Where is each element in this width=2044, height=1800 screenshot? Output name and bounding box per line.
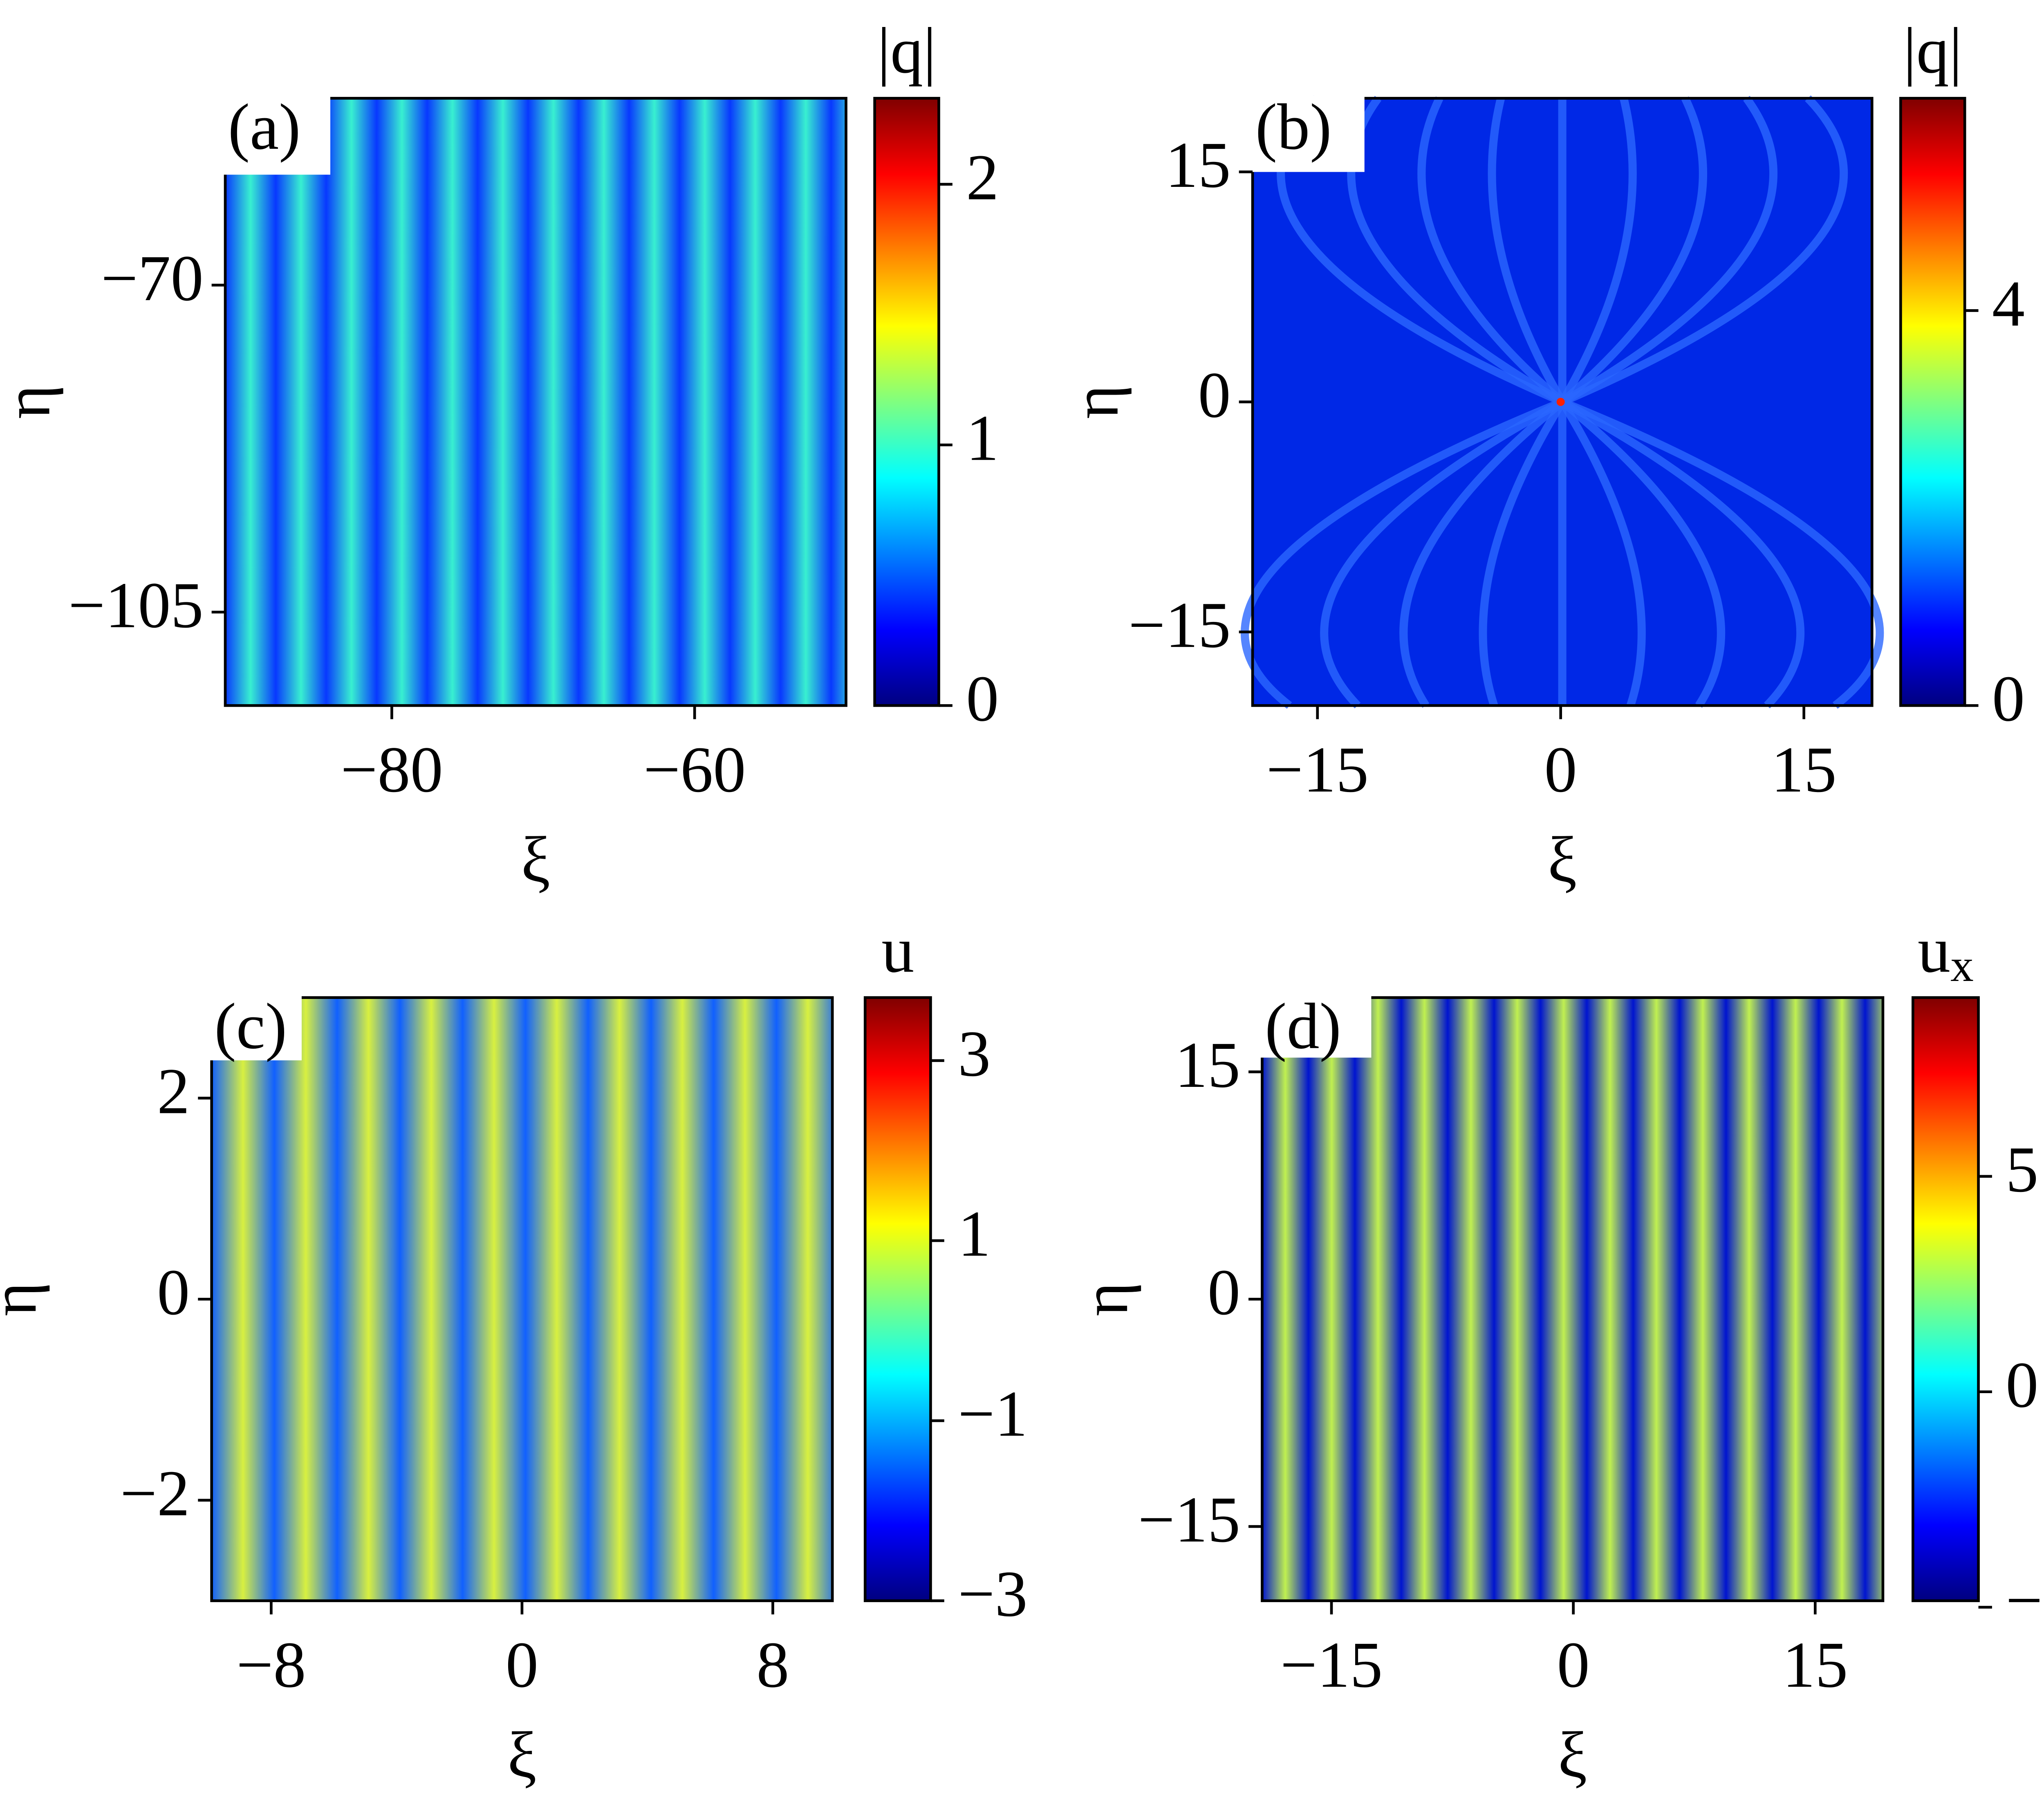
colorbar-tick-label: 2: [966, 141, 999, 213]
x-tick-label: 0: [1557, 1628, 1590, 1701]
field-arc: [1559, 400, 1646, 707]
colorbar-tick-label: 1: [958, 1197, 991, 1270]
field-arc: [1479, 400, 1566, 707]
field-arc: [1560, 398, 1804, 709]
x-tick-label: −15: [1280, 1628, 1383, 1701]
colorbar-label-sub: x: [1950, 940, 1974, 991]
y-tick-label: −70: [101, 242, 204, 314]
colorbar-tick-label: 0: [1992, 662, 2025, 735]
x-tick-label: −80: [341, 733, 443, 806]
y-tick-label: 2: [157, 1055, 190, 1127]
x-tick-label: 15: [1782, 1628, 1848, 1701]
colorbar-label: |q|: [877, 14, 936, 87]
colorbar-label-main: u: [1918, 913, 1950, 986]
colorbar-label: u: [881, 913, 914, 986]
x-tick-label: −15: [1266, 733, 1369, 806]
y-tick-label: 0: [1198, 359, 1231, 431]
x-axis-label: ξ: [1548, 823, 1577, 896]
x-axis-label: ξ: [521, 823, 550, 896]
panel-label: (c): [214, 990, 287, 1062]
y-tick-label: −15: [1128, 588, 1231, 661]
y-axis-label: η: [1069, 1282, 1141, 1316]
field-arc: [1560, 399, 1725, 708]
colorbar-tick-label: −5: [2006, 1564, 2044, 1636]
x-tick-label: 0: [1544, 733, 1577, 806]
field-arc: [1320, 398, 1564, 709]
y-tick-label: 0: [157, 1256, 190, 1329]
colorbar-tick-label: 1: [966, 402, 999, 474]
y-tick-label: 15: [1165, 128, 1230, 201]
field-arc: [1417, 96, 1565, 405]
y-tick-label: −15: [1138, 1483, 1240, 1556]
colorbar-tick-label: 3: [958, 1017, 991, 1090]
field-arc: [1560, 95, 1848, 406]
x-tick-label: −8: [236, 1628, 306, 1701]
x-axis-label: ξ: [1558, 1718, 1587, 1791]
field-arc: [1399, 399, 1565, 708]
colorbar-label: |q|: [1903, 14, 1962, 87]
y-axis-label: η: [0, 1282, 50, 1316]
colorbar: [873, 97, 940, 707]
colorbar-tick-label: −1: [958, 1377, 1027, 1450]
panel-label: (b): [1255, 90, 1332, 163]
colorbar: [863, 996, 932, 1602]
x-tick-label: 15: [1771, 733, 1837, 806]
y-axis-label: η: [1059, 385, 1132, 419]
colorbar: [1899, 97, 1966, 707]
field-arc: [1241, 398, 1564, 709]
x-axis-label: ξ: [507, 1718, 536, 1791]
y-axis-label: η: [0, 385, 64, 419]
panel-label: (d): [1265, 990, 1341, 1062]
colorbar-tick-label: 0: [966, 662, 999, 735]
y-tick-label: 0: [1208, 1256, 1240, 1329]
field-arc: [1560, 96, 1778, 406]
y-tick-label: −105: [68, 569, 204, 642]
x-tick-label: −60: [643, 733, 746, 806]
label-cutout: [1250, 95, 1365, 172]
y-tick-label: −2: [120, 1457, 190, 1530]
colorbar-tick-label: −3: [958, 1558, 1027, 1630]
field: [1262, 997, 1883, 1601]
x-tick-label: 0: [506, 1628, 538, 1701]
colorbar-label: ux: [1918, 913, 1974, 991]
colorbar-label-main: u: [881, 913, 914, 986]
field-arc: [1560, 96, 1707, 405]
colorbar-tick-label: 0: [2006, 1348, 2038, 1421]
peak: [1556, 397, 1565, 406]
colorbar-label-main: |q|: [877, 14, 936, 87]
field-arc: [1560, 398, 1884, 709]
y-tick-label: 15: [1175, 1028, 1240, 1101]
colorbar: [1912, 996, 1980, 1602]
panel-label: (a): [228, 90, 301, 163]
field: [225, 98, 846, 706]
field-arc: [1488, 97, 1566, 404]
colorbar-label-main: |q|: [1903, 14, 1962, 87]
colorbar-tick-label: 4: [1992, 267, 2025, 340]
x-tick-label: 8: [756, 1628, 789, 1701]
field: [211, 997, 833, 1601]
plot-frame: [224, 97, 847, 707]
label-cutout: [222, 95, 330, 175]
label-cutout: [208, 994, 302, 1061]
colorbar-tick-label: 5: [2006, 1133, 2038, 1206]
field-arc: [1558, 97, 1637, 404]
label-cutout: [1259, 994, 1372, 1058]
